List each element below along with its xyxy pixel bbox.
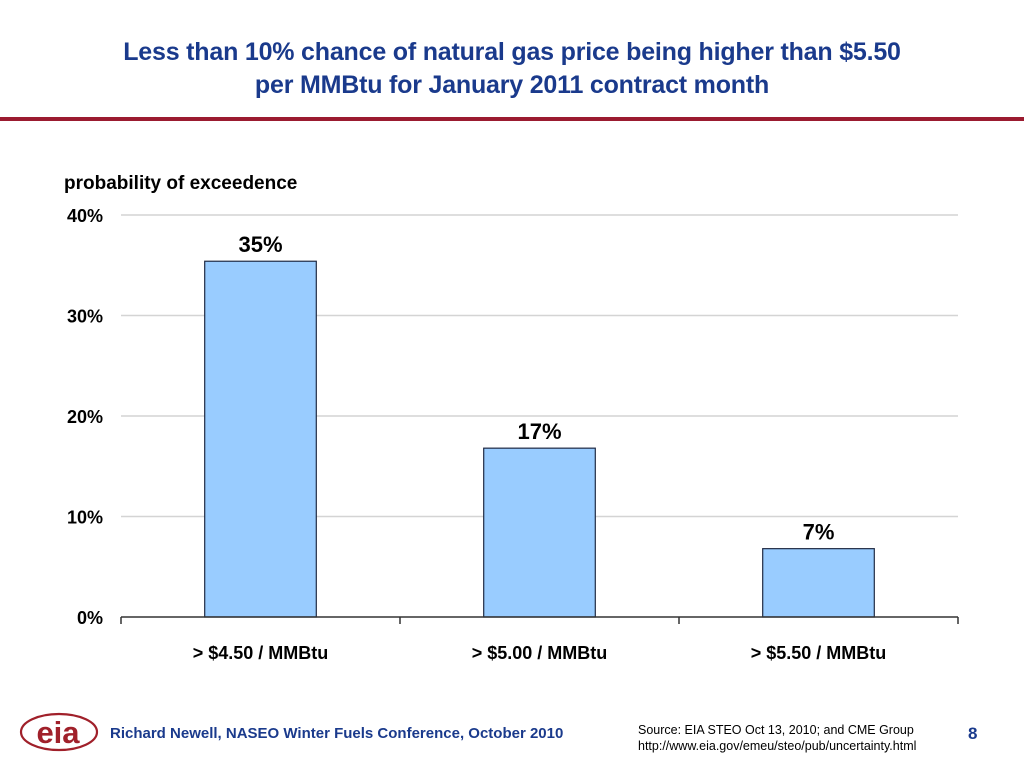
data-label: 7% [803,520,835,545]
y-axis-title: probability of exceedence [64,173,298,194]
bar [204,260,317,618]
y-tick-label: 30% [67,307,103,327]
source-url[interactable]: http://www.eia.gov/emeu/steo/pub/uncerta… [638,739,917,753]
eia-logo: eia [19,712,99,752]
y-tick-label: 0% [77,608,103,628]
slide-title-line1: Less than 10% chance of natural gas pric… [123,38,901,66]
bar [483,447,596,618]
page-number: 8 [968,724,978,743]
slide-title: Less than 10% chance of natural gas pric… [0,36,1024,102]
source-note: Source: EIA STEO Oct 13, 2010; and CME G… [638,722,916,754]
title-divider [0,117,1024,121]
bar-chart: 0% 10% 20% 30% 40% 35% > $4.50 / MMBtu 17% > $5.… [67,206,959,663]
slide-title-line2: per MMBtu for January 2011 contract mont… [254,71,770,99]
y-tick-label: 10% [67,508,103,528]
x-tick-label: > $5.50 / MMBtu [751,643,887,663]
data-label: 35% [238,232,282,257]
data-label: 17% [517,419,561,444]
x-tick-label: > $4.50 / MMBtu [193,643,329,663]
x-tick-label: > $5.00 / MMBtu [472,643,608,663]
bar [762,548,875,618]
y-tick-label: 20% [67,407,103,427]
source-line1: Source: EIA STEO Oct 13, 2010; and CME G… [638,723,914,737]
y-tick-label: 40% [67,206,103,226]
logo-ellipse [19,712,99,752]
footer-presenter: Richard Newell, NASEO Winter Fuels Confe… [110,725,564,742]
logo-text: eia [36,715,80,750]
